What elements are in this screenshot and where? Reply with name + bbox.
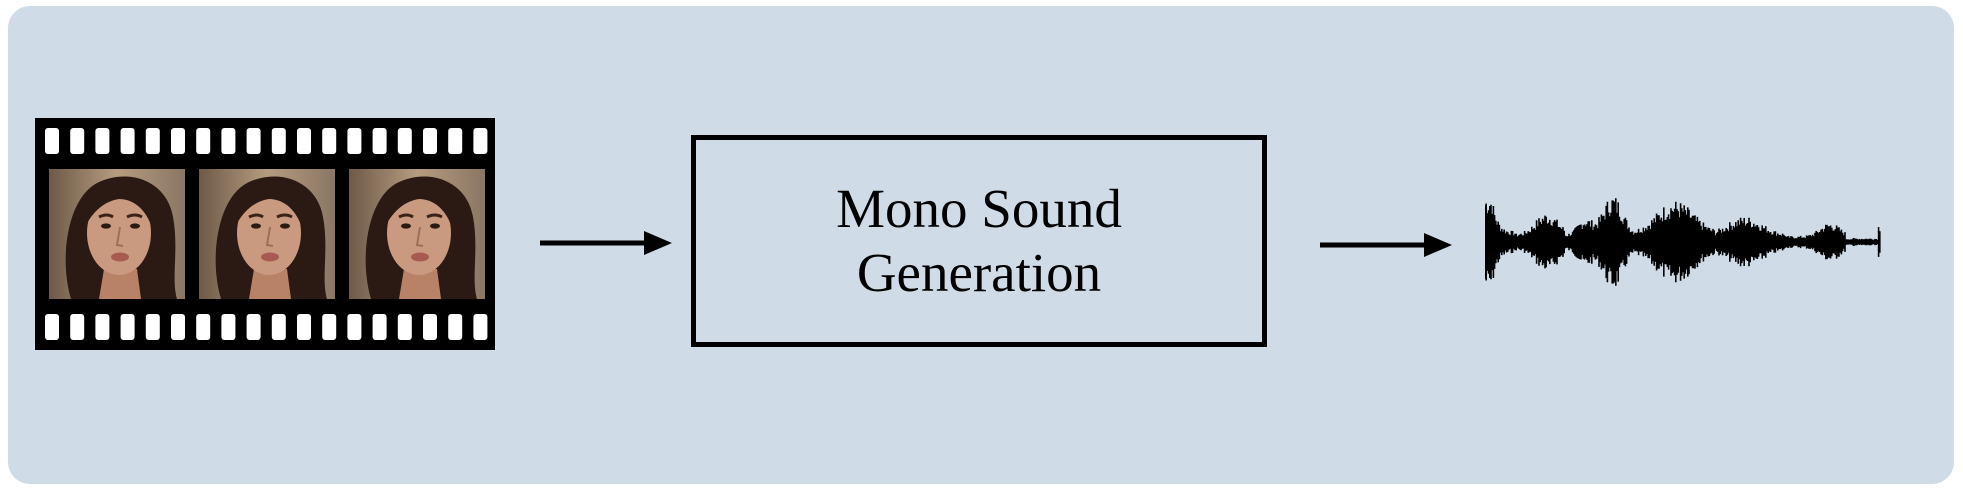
- process-box: Mono Sound Generation: [691, 135, 1267, 347]
- film-frame-3: [347, 167, 487, 301]
- film-strip-icon: [35, 118, 495, 350]
- process-label-line1: Mono Sound: [836, 178, 1122, 239]
- film-frame-2: [197, 167, 337, 301]
- arrow-right-icon: [540, 231, 672, 255]
- audio-waveform-icon: [1485, 198, 1881, 286]
- process-label-line2: Generation: [856, 242, 1102, 303]
- arrow-right-icon: [1320, 233, 1452, 257]
- film-frame-1: [47, 167, 187, 301]
